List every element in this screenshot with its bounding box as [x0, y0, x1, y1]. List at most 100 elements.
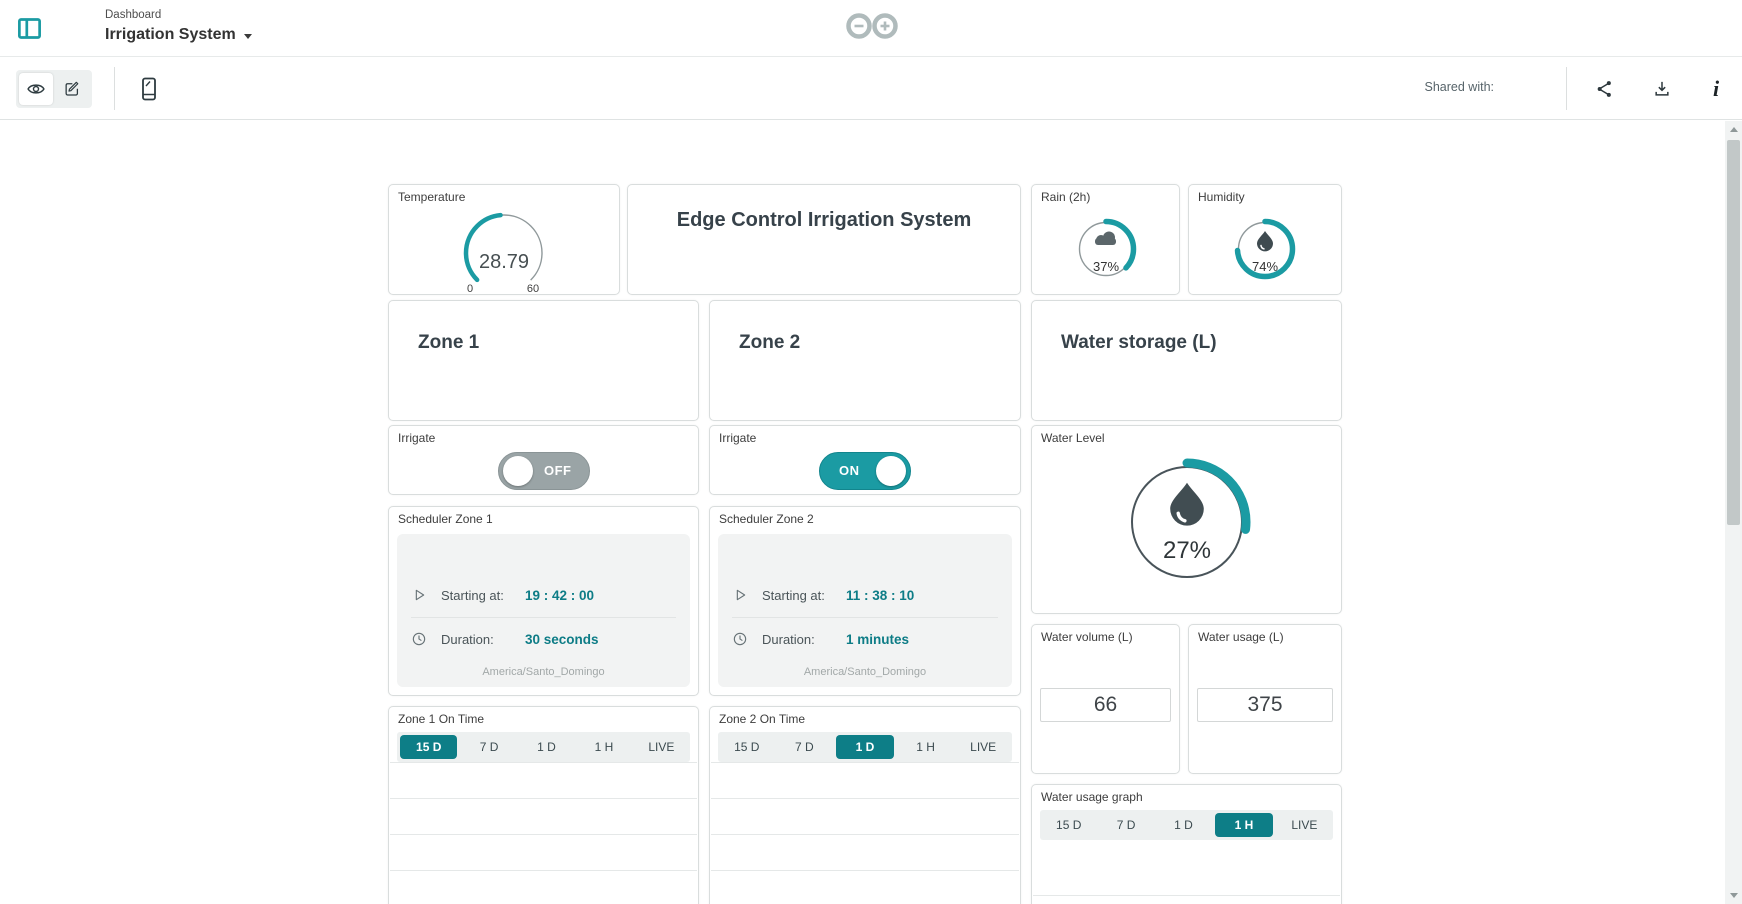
widget-title: Water volume (L)	[1041, 630, 1133, 644]
time-range-option[interactable]: 15 D	[400, 735, 458, 759]
temperature-min: 0	[467, 283, 473, 295]
time-range-option[interactable]: 7 D	[479, 740, 499, 754]
widget-scheduler-zone2: Scheduler Zone 2 Starting at: 11 : 38 : …	[709, 506, 1021, 696]
widget-title: Zone 2 On Time	[719, 712, 806, 726]
widget-title: Water Level	[1041, 431, 1105, 445]
zone2-on-time-chart	[711, 762, 1019, 904]
widget-title: Irrigate	[398, 431, 436, 445]
pencil-icon	[65, 81, 79, 96]
scroll-down-icon	[1729, 893, 1738, 898]
irrigate-zone2-toggle[interactable]: ON	[819, 452, 911, 490]
arduino-logo-icon	[843, 11, 901, 46]
dashboard-toolbar: Shared with: i	[0, 57, 1742, 120]
edit-mode-button[interactable]	[55, 73, 89, 105]
humidity-ring: 74%	[1234, 218, 1296, 280]
vertical-scrollbar[interactable]	[1725, 121, 1742, 904]
widget-zone1-on-time: Zone 1 On Time 15 D 7 D 1 D 1 H LIVE	[388, 706, 699, 904]
scrollbar-down-button[interactable]	[1725, 887, 1742, 904]
duration-label: Duration:	[762, 631, 815, 647]
chevron-down-icon	[243, 33, 252, 39]
widget-irrigate-zone1: Irrigate OFF	[388, 425, 699, 495]
time-range-option[interactable]: 1 D	[1174, 818, 1193, 832]
sidebar-toggle-icon	[17, 17, 41, 39]
water-level-ring: 27%	[1123, 458, 1250, 586]
view-mode-button[interactable]	[19, 73, 53, 105]
toggle-state-label: ON	[839, 463, 860, 478]
widget-water-storage-title: Water storage (L)	[1031, 300, 1342, 421]
widget-title: Scheduler Zone 1	[398, 512, 493, 526]
share-button[interactable]	[1588, 73, 1620, 105]
main-title-text: Edge Control Irrigation System	[676, 209, 972, 231]
scrollbar-up-button[interactable]	[1725, 121, 1742, 138]
info-button[interactable]: i	[1700, 73, 1732, 105]
water-usage-value[interactable]: 375	[1197, 688, 1333, 722]
time-range-bar: 15 D 7 D 1 D 1 H LIVE	[397, 732, 690, 762]
water-volume-value[interactable]: 66	[1040, 688, 1171, 722]
time-range-bar: 15 D 7 D 1 D 1 H LIVE	[1040, 810, 1333, 840]
time-range-option[interactable]: 1 D	[537, 740, 556, 754]
time-range-option[interactable]: 7 D	[1116, 818, 1136, 832]
dashboard-title-dropdown[interactable]: Irrigation System	[105, 26, 252, 44]
toggle-knob	[502, 456, 533, 486]
scroll-up-icon	[1729, 127, 1738, 132]
time-range-option[interactable]: 15 D	[1056, 818, 1082, 832]
irrigate-zone1-toggle[interactable]: OFF	[497, 452, 590, 490]
scheduler-panel: Starting at: 11 : 38 : 10 Duration: 1 mi…	[718, 534, 1012, 687]
toolbar-divider	[114, 67, 115, 110]
mobile-preview-button[interactable]	[132, 72, 166, 106]
time-range-option[interactable]: 1 H	[916, 740, 935, 754]
scrollbar-thumb[interactable]	[1727, 140, 1740, 525]
rain-ring: 37%	[1075, 218, 1136, 280]
duration-value: 1 minutes	[846, 631, 910, 647]
widget-title: Temperature	[398, 190, 466, 204]
starting-at-value: 11 : 38 : 10	[846, 587, 915, 603]
scheduler-divider	[411, 617, 676, 618]
download-button[interactable]	[1646, 73, 1678, 105]
widget-title: Water usage (L)	[1198, 630, 1284, 644]
widget-title: Water usage graph	[1041, 790, 1143, 804]
widget-title: Humidity	[1198, 190, 1245, 204]
time-range-option[interactable]: LIVE	[648, 740, 675, 754]
duration-value: 30 seconds	[525, 631, 599, 647]
humidity-percent: 74%	[1252, 259, 1278, 274]
sidebar-toggle-button[interactable]	[14, 13, 44, 43]
phone-icon	[142, 77, 156, 101]
time-range-option[interactable]: 1 D	[836, 735, 894, 759]
app-header: Dashboard Irrigation System	[0, 0, 1742, 57]
toggle-knob	[876, 456, 906, 486]
widget-zone1-title: Zone 1	[388, 300, 699, 421]
temperature-gauge: 28.79 0 60	[463, 212, 545, 295]
download-icon	[1655, 81, 1669, 96]
time-range-option[interactable]: 15 D	[734, 740, 760, 754]
time-range-option[interactable]: LIVE	[970, 740, 997, 754]
zone1-title-text: Zone 1	[418, 332, 480, 353]
scheduler-start-row: Starting at: 19 : 42 : 00	[411, 584, 676, 606]
starting-at-label: Starting at:	[762, 587, 825, 603]
shared-with-label: Shared with:	[1424, 80, 1494, 94]
time-range-option[interactable]: 1 H	[1215, 813, 1273, 837]
scheduler-start-row: Starting at: 11 : 38 : 10	[732, 584, 998, 606]
widget-title: Scheduler Zone 2	[719, 512, 814, 526]
info-icon: i	[1712, 76, 1720, 101]
widget-scheduler-zone1: Scheduler Zone 1 Starting at: 19 : 42 : …	[388, 506, 699, 696]
time-range-option[interactable]: 7 D	[795, 740, 814, 754]
water-usage-graph-gridline	[1033, 895, 1340, 896]
scheduler-panel: Starting at: 19 : 42 : 00 Duration: 30 s…	[397, 534, 690, 687]
time-range-bar: 15 D 7 D 1 D 1 H LIVE	[718, 732, 1012, 762]
play-icon	[411, 587, 431, 603]
widget-water-level: Water Level 27%	[1031, 425, 1342, 614]
rain-percent: 37%	[1092, 259, 1118, 274]
widget-water-volume: Water volume (L) 66	[1031, 624, 1180, 774]
dashboard-title: Irrigation System	[105, 26, 236, 43]
time-range-option[interactable]: LIVE	[1291, 818, 1318, 832]
breadcrumb: Dashboard	[105, 9, 162, 21]
widget-title: Zone 1 On Time	[398, 712, 485, 726]
zone1-on-time-chart	[390, 762, 697, 904]
toggle-state-label: OFF	[544, 463, 572, 478]
widget-water-usage-graph: Water usage graph 15 D 7 D 1 D 1 H LIVE	[1031, 784, 1342, 904]
view-edit-mode-group	[16, 70, 92, 108]
time-range-option[interactable]: 1 H	[594, 740, 614, 754]
widget-water-usage: Water usage (L) 375	[1188, 624, 1342, 774]
widget-rain: Rain (2h) 37%	[1031, 184, 1180, 295]
